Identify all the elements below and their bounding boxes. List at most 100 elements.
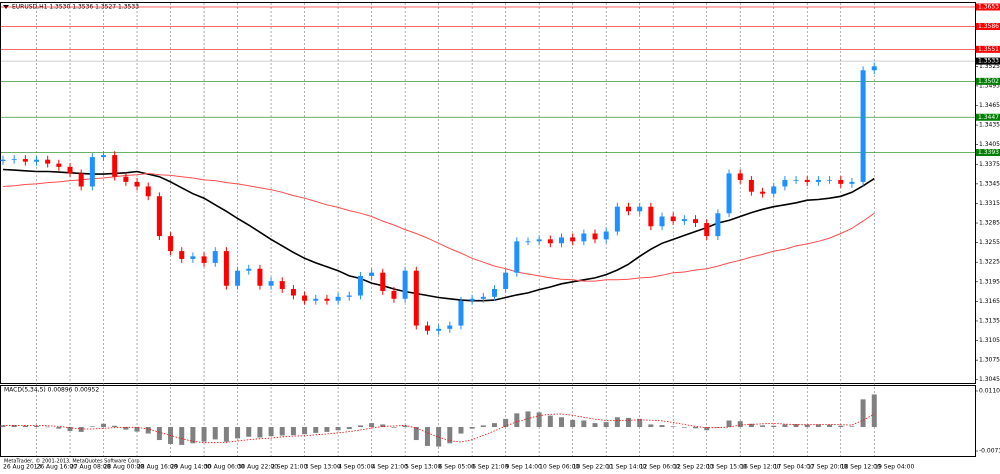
level-label-bg bbox=[976, 57, 1000, 65]
macd-bar bbox=[469, 427, 475, 429]
macd-bar bbox=[592, 423, 598, 428]
candle-body bbox=[11, 159, 17, 160]
macd-bar bbox=[626, 417, 632, 428]
macd-bar bbox=[871, 394, 877, 428]
y-tick-label: 1.3315 bbox=[979, 200, 1000, 207]
candle-body bbox=[525, 241, 531, 243]
macd-bar bbox=[391, 427, 397, 428]
macd-bar bbox=[268, 427, 274, 437]
macd-bar bbox=[134, 427, 140, 432]
macd-bar bbox=[458, 427, 464, 434]
candle-body bbox=[804, 179, 810, 182]
macd-bar bbox=[726, 420, 732, 428]
macd-bar bbox=[413, 427, 419, 441]
macd-bar bbox=[514, 413, 520, 428]
candle-body bbox=[871, 66, 877, 71]
x-tick-label: 5 Sep 13:00 bbox=[405, 464, 441, 471]
candle-body bbox=[424, 325, 430, 331]
x-tick-label: 4 Sep 05:00 bbox=[338, 464, 374, 471]
macd-bar bbox=[179, 427, 185, 445]
macd-bar bbox=[536, 412, 542, 428]
candle-body bbox=[737, 173, 743, 180]
y-tick-label: 1.3345 bbox=[979, 180, 1000, 187]
candle-body bbox=[290, 288, 296, 296]
macd-bar bbox=[369, 423, 375, 428]
y-tick-label: -0.00737 bbox=[979, 448, 1000, 455]
candle-body bbox=[22, 159, 28, 162]
macd-bar bbox=[324, 427, 330, 432]
x-tick-label: 19 Sep 04:00 bbox=[874, 464, 914, 471]
candle-body bbox=[302, 295, 308, 301]
x-tick-label: 9 Sep 14:00 bbox=[506, 464, 542, 471]
macd-bar bbox=[547, 415, 553, 428]
candle-body bbox=[480, 296, 486, 299]
x-tick-label: 6 Sep 21:00 bbox=[472, 464, 508, 471]
y-tick-label: 1.3105 bbox=[979, 337, 1000, 344]
main-panel-frame bbox=[0, 2, 976, 384]
candle-body bbox=[815, 179, 821, 182]
y-tick-label: 1.3195 bbox=[979, 278, 1000, 285]
candle-body bbox=[748, 179, 754, 192]
level-label: 1.3447 bbox=[978, 114, 999, 121]
x-tick-label: 6 Sep 05:00 bbox=[439, 464, 475, 471]
candle-body bbox=[201, 256, 207, 263]
candle-body bbox=[726, 173, 732, 214]
y-tick-label: 1.3495 bbox=[979, 82, 1000, 89]
candle-body bbox=[581, 233, 587, 242]
candle-body bbox=[603, 231, 609, 240]
candle-body bbox=[156, 196, 162, 237]
x-tick-label: 12 Sep 06:00 bbox=[640, 464, 680, 471]
x-tick-label: 10 Sep 22:00 bbox=[573, 464, 613, 471]
candle-body bbox=[190, 256, 196, 259]
macd-bar bbox=[760, 425, 766, 428]
macd-bar bbox=[670, 426, 676, 428]
macd-bar bbox=[480, 425, 486, 428]
x-tick-label: 29 Aug 14:00 bbox=[171, 464, 212, 471]
x-tick-label: 12 Sep 22:00 bbox=[673, 464, 713, 471]
macd-bar bbox=[246, 427, 252, 437]
candle-body bbox=[626, 206, 632, 212]
footer: MetaTrader, © 2001-2013, MetaQuotes Soft… bbox=[4, 458, 142, 465]
candle-body bbox=[559, 237, 564, 244]
macd-bar bbox=[815, 424, 821, 428]
x-tick-label: 4 Sep 21:00 bbox=[372, 464, 408, 471]
candle-body bbox=[357, 275, 363, 296]
candle-body bbox=[346, 295, 352, 297]
candle-body bbox=[223, 251, 229, 286]
candle-body bbox=[514, 241, 520, 273]
candle-body bbox=[570, 237, 576, 242]
macd-bar bbox=[804, 424, 810, 428]
macd-bar bbox=[771, 425, 777, 428]
macd-bar bbox=[693, 427, 699, 429]
x-tick-label: 28 Aug 16:00 bbox=[137, 464, 178, 471]
y-tick-label: 1.3165 bbox=[979, 298, 1000, 305]
candle-body bbox=[279, 281, 285, 289]
macd-bar bbox=[659, 425, 665, 428]
candle-body bbox=[782, 179, 788, 187]
level-label: 1.3533 bbox=[978, 58, 999, 65]
y-tick-label: 1.3075 bbox=[979, 357, 1000, 364]
macd-bar bbox=[67, 427, 73, 431]
y-tick-label: 1.3255 bbox=[979, 239, 1000, 246]
candle-body bbox=[793, 179, 799, 181]
candle-body bbox=[659, 216, 665, 227]
candle-body bbox=[268, 281, 274, 286]
macd-bar bbox=[637, 418, 643, 428]
macd-bar bbox=[56, 427, 62, 429]
macd-bar bbox=[212, 427, 218, 440]
candle-body bbox=[704, 223, 710, 237]
macd-bar bbox=[559, 417, 564, 428]
macd-bar bbox=[34, 426, 40, 428]
macd-bar bbox=[614, 417, 620, 428]
macd-bar bbox=[748, 423, 754, 428]
candle-body bbox=[670, 216, 676, 222]
macd-bar bbox=[112, 425, 118, 428]
candle-body bbox=[313, 298, 319, 301]
macd-bar bbox=[860, 399, 866, 428]
y-tick-label: 1.3225 bbox=[979, 259, 1000, 266]
candle-body bbox=[402, 270, 408, 299]
macd-bar bbox=[156, 427, 162, 441]
candle-body bbox=[849, 181, 855, 184]
macd-bar bbox=[782, 424, 788, 428]
